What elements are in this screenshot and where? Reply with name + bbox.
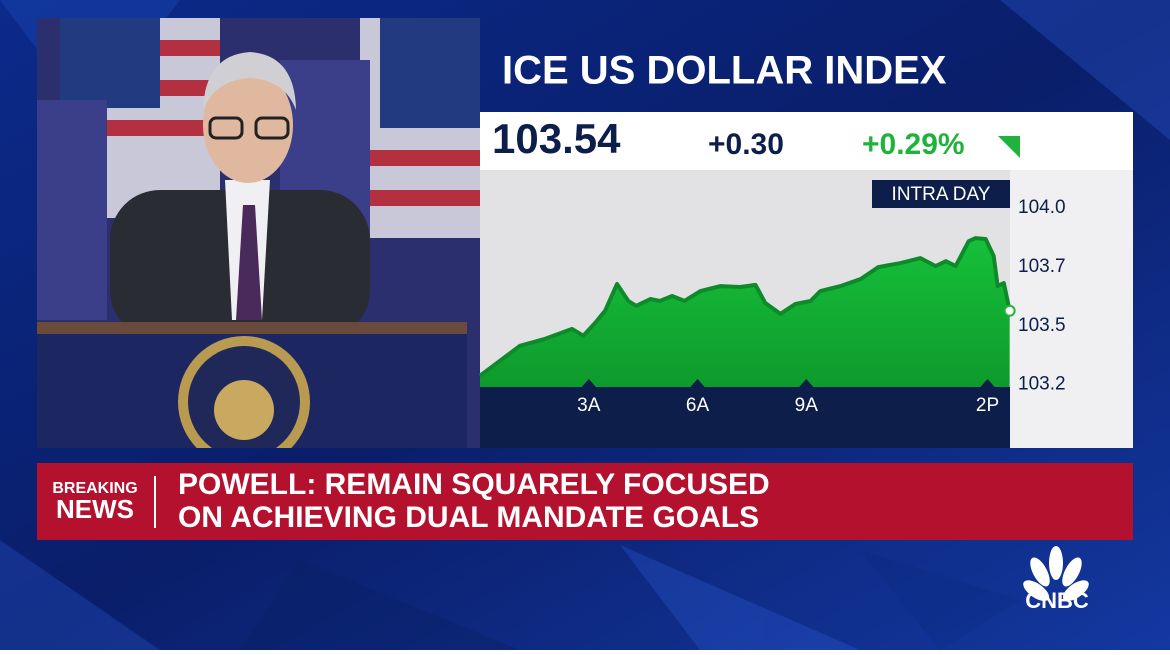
- y-tick-label: 103.2: [1018, 374, 1066, 395]
- network-logo-icon: [1023, 546, 1089, 601]
- flag-right: [360, 18, 480, 238]
- video-feed: [37, 18, 480, 448]
- price-line: [478, 236, 1012, 378]
- speaker-tie: [236, 205, 262, 320]
- last-point: [1003, 304, 1016, 317]
- headline: POWELL: REMAIN SQUARELY FOCUSED: [178, 468, 770, 501]
- x-tick-label: 3A: [577, 395, 601, 416]
- x-tick-label: 2P: [976, 395, 999, 416]
- speaker-hair: [203, 52, 296, 110]
- plot: 103.2 103.5 103.7 104.0 3A 6A 9A 2P: [478, 197, 1066, 416]
- intraday-label: INTRA DAY: [892, 184, 991, 205]
- headline: ON ACHIEVING DUAL MANDATE GOALS: [178, 501, 759, 534]
- x-axis-band: [480, 387, 1010, 448]
- x-tick-mark: [798, 379, 815, 388]
- ticker-bar: [37, 463, 1133, 540]
- y-tick-label: 103.7: [1018, 256, 1066, 277]
- y-tick-label: 103.5: [1018, 315, 1066, 336]
- index-title: ICE US DOLLAR INDEX: [502, 49, 947, 93]
- percent-change: +0.29%: [862, 128, 965, 161]
- x-tick-label: 9A: [795, 395, 819, 416]
- podium-seal: [214, 380, 274, 440]
- speaker-glasses: [254, 116, 290, 140]
- network-logo: CNBC: [1025, 588, 1089, 613]
- change: +0.30: [708, 128, 784, 161]
- direction-indicator: [998, 136, 1020, 158]
- ticker-label: NEWS: [56, 494, 134, 524]
- intraday-badge: [872, 180, 1010, 208]
- x-tick-label: 6A: [686, 395, 710, 416]
- speaker-head: [203, 67, 293, 183]
- x-tick-mark: [689, 379, 706, 388]
- price: 103.54: [492, 115, 621, 162]
- x-tick-mark: [979, 379, 996, 388]
- ticker-label: BREAKING: [52, 480, 137, 497]
- x-tick-mark: [580, 379, 597, 388]
- quote-bar: [480, 112, 1133, 170]
- podium-top: [37, 322, 467, 334]
- y-tick-label: 104.0: [1018, 197, 1066, 218]
- area-fill: [480, 238, 1010, 387]
- banner: [37, 100, 107, 320]
- speaker-glasses: [208, 116, 244, 140]
